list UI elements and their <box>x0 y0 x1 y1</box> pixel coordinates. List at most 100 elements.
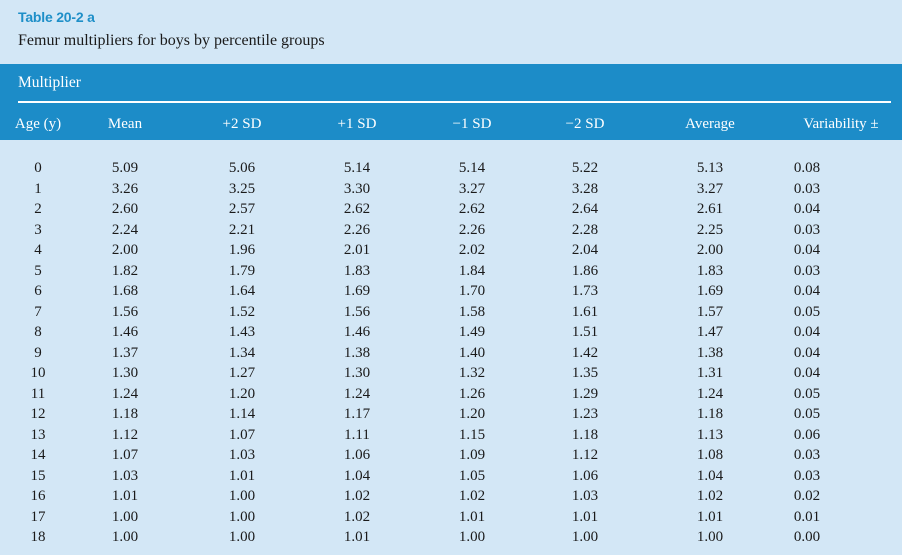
table-row: 1 3.26 3.25 3.30 3.27 3.28 3.27 0.03 <box>0 179 902 199</box>
table-row: 8 1.46 1.43 1.46 1.49 1.51 1.47 0.04 <box>0 322 902 342</box>
table-row: 11 1.24 1.20 1.24 1.26 1.29 1.24 0.05 <box>0 384 902 404</box>
table-row: 3 2.24 2.21 2.26 2.26 2.28 2.25 0.03 <box>0 220 902 240</box>
cell-variability: 0.03 <box>793 180 821 197</box>
cell-plus-1-sd: 1.02 <box>343 488 371 504</box>
cell-plus-2-sd: 1.96 <box>228 242 256 258</box>
table-number-label: Table 20-2 a <box>18 9 95 25</box>
cell-plus-2-sd: 1.34 <box>228 344 256 361</box>
cell-minus-1-sd: 3.27 <box>458 180 486 197</box>
cell-mean: 5.09 <box>111 160 139 176</box>
table-row: 5 1.82 1.79 1.83 1.84 1.86 1.83 0.03 <box>0 261 902 281</box>
cell-minus-2-sd: 1.86 <box>571 262 599 279</box>
cell-variability: 0.08 <box>793 160 821 176</box>
cell-plus-2-sd: 1.07 <box>228 426 256 443</box>
cell-age: 18 <box>30 529 46 545</box>
cell-minus-2-sd: 1.03 <box>571 488 599 504</box>
cell-variability: 0.03 <box>793 221 821 238</box>
cell-age: 2 <box>34 201 42 217</box>
cell-variability: 0.06 <box>793 426 821 443</box>
cell-plus-2-sd: 1.01 <box>228 467 256 484</box>
cell-minus-2-sd: 1.73 <box>571 283 599 299</box>
cell-minus-2-sd: 1.51 <box>571 324 599 340</box>
cell-minus-1-sd: 5.14 <box>458 160 486 176</box>
cell-age: 10 <box>30 365 46 381</box>
table-caption: Femur multipliers for boys by percentile… <box>18 32 325 49</box>
cell-age: 1 <box>34 180 42 197</box>
cell-average: 1.38 <box>696 344 724 361</box>
table-row: 13 1.12 1.07 1.11 1.15 1.18 1.13 0.06 <box>0 425 902 445</box>
cell-variability: 0.04 <box>793 324 821 340</box>
table-row: 4 2.00 1.96 2.01 2.02 2.04 2.00 0.04 <box>0 240 902 260</box>
cell-mean: 1.24 <box>111 385 139 402</box>
cell-average: 2.00 <box>696 242 724 258</box>
cell-average: 1.18 <box>696 406 724 422</box>
cell-plus-2-sd: 3.25 <box>228 180 256 197</box>
cell-variability: 0.03 <box>793 262 821 279</box>
cell-average: 1.31 <box>696 365 724 381</box>
cell-plus-1-sd: 1.56 <box>343 303 371 320</box>
cell-age: 11 <box>30 385 46 402</box>
table-header: Multiplier Age (y) Mean +2 SD +1 SD −1 S… <box>0 64 902 140</box>
cell-average: 1.47 <box>696 324 724 340</box>
cell-average: 1.13 <box>696 426 724 443</box>
cell-average: 1.69 <box>696 283 724 299</box>
cell-average: 1.04 <box>696 467 724 484</box>
cell-age: 6 <box>34 283 42 299</box>
cell-age: 13 <box>30 426 46 443</box>
column-header-mean: Mean <box>107 116 143 132</box>
cell-minus-1-sd: 1.20 <box>458 406 486 422</box>
cell-minus-1-sd: 1.58 <box>458 303 486 320</box>
cell-plus-1-sd: 1.11 <box>344 426 370 443</box>
cell-age: 0 <box>34 160 42 176</box>
cell-minus-1-sd: 1.84 <box>458 262 486 279</box>
cell-minus-2-sd: 1.18 <box>571 426 599 443</box>
cell-minus-2-sd: 1.00 <box>571 529 599 545</box>
cell-minus-2-sd: 1.61 <box>571 303 599 320</box>
cell-minus-2-sd: 1.23 <box>571 406 599 422</box>
cell-plus-1-sd: 1.24 <box>343 385 371 402</box>
cell-variability: 0.05 <box>793 303 821 320</box>
cell-plus-1-sd: 1.06 <box>343 447 371 463</box>
cell-minus-2-sd: 2.64 <box>571 201 599 217</box>
table-row: 6 1.68 1.64 1.69 1.70 1.73 1.69 0.04 <box>0 281 902 301</box>
cell-plus-1-sd: 1.04 <box>343 467 371 484</box>
cell-mean: 2.60 <box>111 201 139 217</box>
cell-plus-2-sd: 1.00 <box>228 529 256 545</box>
cell-average: 1.02 <box>696 488 724 504</box>
cell-minus-1-sd: 2.26 <box>458 221 486 238</box>
cell-plus-1-sd: 3.30 <box>343 180 371 197</box>
cell-variability: 0.01 <box>793 508 821 525</box>
cell-minus-1-sd: 1.70 <box>458 283 486 299</box>
cell-plus-2-sd: 1.14 <box>228 406 256 422</box>
cell-plus-2-sd: 2.21 <box>228 221 256 238</box>
cell-minus-1-sd: 1.32 <box>458 365 486 381</box>
cell-minus-1-sd: 1.01 <box>458 508 486 525</box>
cell-age: 7 <box>34 303 42 320</box>
cell-mean: 1.12 <box>111 426 139 443</box>
cell-age: 12 <box>30 406 46 422</box>
cell-minus-2-sd: 5.22 <box>571 160 599 176</box>
table-row: 7 1.56 1.52 1.56 1.58 1.61 1.57 0.05 <box>0 302 902 322</box>
cell-plus-1-sd: 1.30 <box>343 365 371 381</box>
cell-age: 14 <box>30 447 46 463</box>
cell-plus-2-sd: 1.00 <box>228 508 256 525</box>
cell-variability: 0.04 <box>793 365 821 381</box>
cell-variability: 0.00 <box>793 529 821 545</box>
cell-plus-2-sd: 2.57 <box>228 201 256 217</box>
table-row: 10 1.30 1.27 1.30 1.32 1.35 1.31 0.04 <box>0 363 902 383</box>
cell-variability: 0.03 <box>793 447 821 463</box>
cell-minus-2-sd: 2.04 <box>571 242 599 258</box>
table-row: 16 1.01 1.00 1.02 1.02 1.03 1.02 0.02 <box>0 486 902 506</box>
cell-variability: 0.05 <box>793 406 821 422</box>
column-header-average: Average <box>685 116 735 132</box>
cell-age: 15 <box>30 467 46 484</box>
column-header-variability: Variability ± <box>803 116 879 132</box>
cell-minus-2-sd: 1.29 <box>571 385 599 402</box>
table-row: 2 2.60 2.57 2.62 2.62 2.64 2.61 0.04 <box>0 199 902 219</box>
cell-variability: 0.04 <box>793 283 821 299</box>
cell-age: 3 <box>34 221 42 238</box>
table-row: 0 5.09 5.06 5.14 5.14 5.22 5.13 0.08 <box>0 158 902 178</box>
cell-mean: 1.30 <box>111 365 139 381</box>
cell-minus-1-sd: 1.05 <box>458 467 486 484</box>
cell-plus-1-sd: 1.38 <box>343 344 371 361</box>
